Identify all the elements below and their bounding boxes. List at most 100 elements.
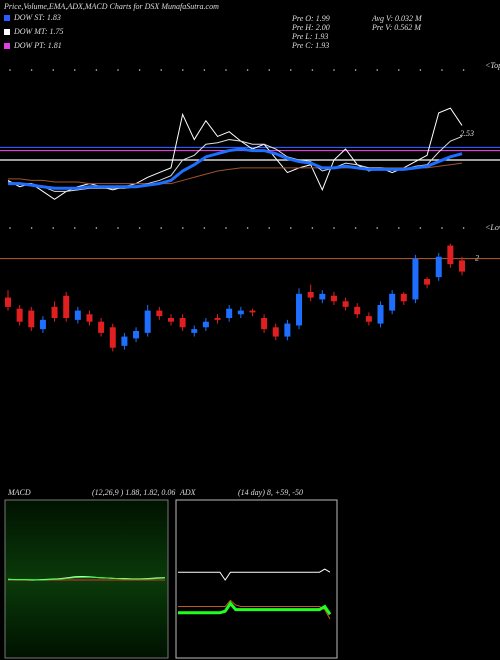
info-text: Avg V: 0.032 M [371,14,423,23]
series-line [8,162,463,185]
candle-body [156,310,163,317]
marker-dot [182,69,184,71]
candle-body [412,258,419,300]
info-text: Pre O: 1.99 [291,14,330,23]
candle-body [377,305,384,324]
marker-dot [52,227,54,229]
candle-body [435,256,442,278]
marker-dot [225,69,227,71]
candle-body [121,336,128,346]
marker-dot [441,227,443,229]
candle-body [389,293,396,311]
marker-dot [138,69,141,71]
candle-body [5,297,11,307]
candle-body [319,293,326,300]
macd-title: MACD [7,488,31,497]
candle-body [284,323,291,337]
marker-dot [225,227,227,229]
marker-dot [333,69,335,71]
candle-body [39,319,46,330]
marker-dot [419,227,422,229]
candle-body [51,306,58,318]
candle-body [424,279,431,285]
candle-body [296,293,303,326]
marker-dot [117,227,119,229]
candle-body [214,318,221,320]
candle-body [226,308,233,318]
marker-dot [290,69,292,71]
marker-dot [268,69,271,71]
marker-dot [74,227,76,229]
candle-body [28,310,35,328]
tops-label: <Tops [485,61,500,70]
marker-dot [333,227,335,229]
candle-body [237,310,244,315]
legend-label: DOW ST: 1.83 [13,13,61,22]
level-label: 2 [475,253,479,262]
series-line [8,576,166,581]
candle-body [98,321,105,333]
marker-dot [398,227,400,229]
marker-dot [203,227,206,229]
candle-body [74,310,81,320]
marker-dot [160,227,162,229]
candle-body [459,260,465,272]
legend-label: DOW MT: 1.75 [13,27,64,36]
candle-body [342,301,349,307]
candle-body [16,308,23,322]
candle-body [272,327,279,337]
marker-dot [354,227,357,229]
adx-subtitle: (14 day) 8, +59, -50 [238,488,303,497]
marker-dot [268,227,271,229]
adx-panel [175,499,338,659]
legend-swatch [4,15,10,21]
marker-dot [95,69,98,71]
marker-dot [376,69,379,71]
legend-swatch [4,43,10,49]
candle-body [179,318,186,328]
candle-body [249,310,256,313]
series-line [178,568,331,581]
candle-body [133,331,140,339]
candle-body [144,310,151,333]
marker-dot [160,69,162,71]
candle-body [167,318,174,322]
chart-title: Price,Volume,EMA,ADX,MACD Charts for DSX… [3,2,219,11]
marker-dot [398,69,400,71]
marker-dot [354,69,357,71]
marker-dot [30,227,33,229]
marker-dot [462,227,465,229]
candle-body [202,321,209,328]
marker-dot [419,69,422,71]
info-text: Pre L: 1.93 [291,32,328,41]
candle-body [447,245,454,265]
marker-dot [203,69,206,71]
info-text: Pre H: 2.00 [291,23,330,32]
candle-body [86,314,93,322]
adx-title: ADX [179,488,197,497]
legend-label: DOW PT: 1.81 [13,41,62,50]
marker-dot [74,69,76,71]
marker-dot [117,69,119,71]
info-text: Pre V: 0.562 M [371,23,422,32]
legend-swatch [4,29,10,35]
candle-body [109,327,116,348]
marker-dot [462,69,465,71]
marker-dot [9,227,11,229]
candle-body [365,316,372,322]
marker-dot [9,69,11,71]
marker-dot [52,69,54,71]
marker-dot [246,227,249,229]
price-label: 2.53 [460,129,474,138]
info-text: Pre C: 1.93 [291,41,329,50]
candle-body [261,318,268,330]
marker-dot [311,69,314,71]
macd-subtitle: (12,26,9 ) 1.88, 1.82, 0.06 [92,488,175,497]
series-line [178,599,331,620]
marker-dot [311,227,314,229]
marker-dot [30,69,33,71]
candle-body [400,293,407,302]
marker-dot [376,227,379,229]
